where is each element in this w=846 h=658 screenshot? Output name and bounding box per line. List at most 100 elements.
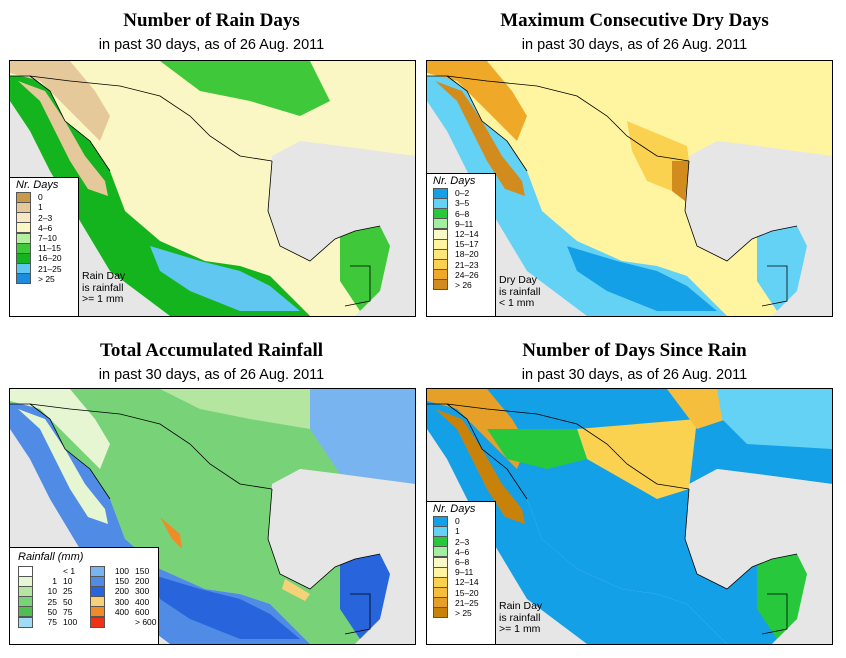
panel-title-dry-days: Maximum Consecutive Dry Days [500, 10, 769, 31]
note-line: >= 1 mm [82, 293, 124, 305]
legend-range-low: 50 [47, 606, 57, 617]
legend-label: 0–2 [455, 188, 470, 199]
legend-range-high: 75 [63, 606, 73, 617]
legend-range-high: 600 [135, 606, 150, 617]
legend-label: 11–15 [38, 243, 62, 254]
legend-item: 1 10 [18, 575, 86, 587]
legend-label: 21–23 [455, 259, 479, 270]
legend-label: 24–26 [455, 269, 479, 280]
map-days-since-rain-svg [427, 389, 832, 644]
legend-item: 9–11 [427, 218, 495, 230]
legend-label: 4–6 [455, 546, 470, 557]
legend-label: > 26 [455, 279, 472, 290]
borders [427, 403, 798, 635]
legend-item: > 25 [427, 607, 495, 619]
legend-range-low: 300 [114, 596, 129, 607]
legend-label: 4–6 [38, 222, 53, 233]
legend-item: 1 [427, 525, 495, 537]
legend-range-high: 25 [63, 586, 73, 597]
legend-label: 12–14 [455, 577, 479, 588]
legend-label: 6–8 [455, 556, 470, 567]
legend-label: 9–11 [455, 218, 474, 229]
legend-rows: < 1 100 150 1 10 150 200 10 25 200 300 25 50 300 400 50… [10, 565, 158, 628]
legend-item: 0 [10, 191, 78, 203]
legend-label: 6–8 [455, 208, 470, 219]
legend-range-high: < 1 [63, 566, 76, 577]
legend-label: 7–10 [38, 232, 57, 243]
legend-range-low: 25 [47, 596, 57, 607]
legend-range-high: 300 [135, 586, 150, 597]
legend-range-high: 400 [135, 596, 150, 607]
legend-range-low: 200 [114, 586, 129, 597]
legend-title: Nr. Days [433, 503, 476, 515]
legend-item: 100 150 [90, 565, 158, 577]
legend-rows: 0 1 2–3 4–6 7–10 11–15 16–20 21–25 > 25 [10, 191, 78, 285]
legend-item: 300 400 [90, 596, 158, 608]
note-line: Rain Day [82, 270, 126, 282]
map-rainfall: Rainfall (mm) < 1 100 150 1 10 150 200 10 25 200 3… [9, 388, 416, 645]
legend-range-high: 150 [135, 566, 150, 577]
legend-item: 3–5 [427, 197, 495, 209]
map-days-since-rain: Nr. Days 0 1 2–3 4–6 6–8 9–11 12–14 15–20 21–25 >… [426, 388, 833, 645]
legend-item: 11–15 [10, 242, 78, 254]
panel-subtitle-rainfall: in past 30 days, as of 26 Aug. 2011 [98, 367, 325, 383]
legend-item: > 25 [10, 273, 78, 285]
legend-label: 21–25 [455, 597, 479, 608]
legend-label: 2–3 [455, 536, 470, 547]
legend-rain-days: Nr. Days 0 1 2–3 4–6 7–10 11–15 16–20 21–25 > 25 [10, 177, 79, 316]
legend-item: 21–25 [427, 597, 495, 609]
legend-swatch [433, 607, 448, 619]
legend-item: > 600 [90, 616, 158, 628]
legend-item: 15–20 [427, 587, 495, 599]
legend-item: 21–23 [427, 259, 495, 271]
legend-item: 200 300 [90, 585, 158, 597]
legend-item: 50 75 [18, 606, 86, 618]
legend-item: 4–6 [427, 546, 495, 558]
legend-label: 18–20 [455, 249, 479, 260]
note-line: < 1 mm [499, 297, 535, 309]
legend-item: 7–10 [10, 232, 78, 244]
legend-label: 15–17 [455, 239, 479, 250]
legend-range-low: 400 [114, 606, 129, 617]
legend-title: Rainfall (mm) [18, 551, 84, 563]
note-line: is rainfall [499, 611, 541, 624]
legend-item: 12–14 [427, 576, 495, 588]
legend-range-low: 1 [52, 576, 57, 587]
map-rainfall-svg [10, 389, 415, 644]
map-dry-days-svg [427, 61, 832, 316]
mexico-land [10, 61, 415, 316]
legend-swatch [433, 279, 448, 291]
legend-item: 1 [10, 201, 78, 213]
panel-subtitle-dry-days: in past 30 days, as of 26 Aug. 2011 [521, 37, 748, 53]
mexico-land [427, 61, 832, 316]
legend-item: 4–6 [10, 222, 78, 234]
legend-title: Nr. Days [433, 175, 476, 187]
legend-item: 0 [427, 515, 495, 527]
legend-label: 16–20 [38, 253, 62, 264]
legend-range-high: 10 [63, 576, 73, 587]
legend-range-high: 50 [63, 596, 73, 607]
legend-item: 12–14 [427, 228, 495, 240]
legend-swatch [18, 616, 33, 628]
legend-item: 6–8 [427, 208, 495, 220]
legend-range-low: 150 [114, 576, 129, 587]
map-dry-days: Nr. Days 0–2 3–5 6–8 9–11 12–14 15–17 18–20 21–… [426, 60, 833, 317]
legend-item: > 26 [427, 279, 495, 291]
note-line: >= 1 mm [499, 623, 541, 635]
legend-label: 0 [38, 192, 43, 203]
borders [10, 75, 381, 307]
legend-label: 1 [38, 202, 43, 213]
legend-label: 15–20 [455, 587, 479, 598]
legend-item: 2–3 [427, 536, 495, 548]
mexico-land [427, 389, 832, 644]
note-line: is rainfall [499, 285, 541, 298]
legend-label: 0 [455, 516, 460, 527]
legend-item: 150 200 [90, 575, 158, 587]
legend-range-low: 75 [47, 617, 57, 628]
legend-item: 400 600 [90, 606, 158, 618]
legend-range-high: 100 [63, 617, 78, 628]
borders [10, 403, 381, 635]
legend-item: 18–20 [427, 248, 495, 260]
note-line: Dry Day [499, 274, 537, 286]
map-rain-days-svg [10, 61, 415, 316]
